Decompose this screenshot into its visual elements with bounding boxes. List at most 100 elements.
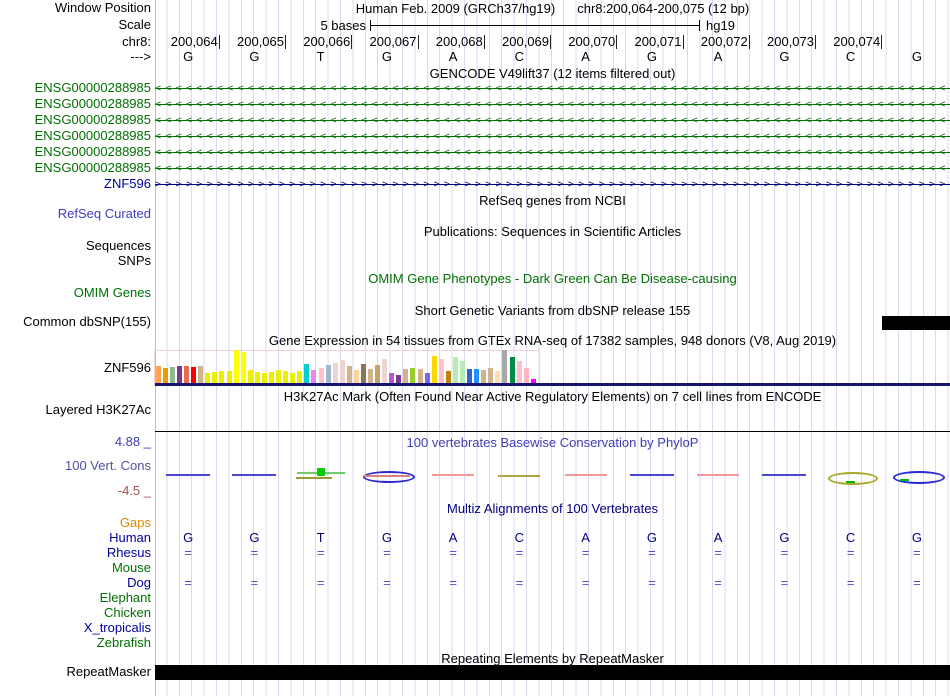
gene-direction-arrows-ensg00000288985[interactable]: <<<<<<<<<<<<<<<<<<<<<<<<<<<<<<<<<<<<<<<<… — [155, 131, 950, 142]
gtex-tissue-bar[interactable] — [495, 371, 501, 383]
gtex-tissue-bar[interactable] — [474, 369, 480, 383]
gene-strand-line-znf596[interactable] — [155, 184, 950, 185]
track-label-refseq-curated[interactable]: RefSeq Curated — [57, 206, 151, 221]
multiz-cell-rhesus: = — [515, 545, 524, 560]
gene-direction-arrows-ensg00000288985[interactable]: <<<<<<<<<<<<<<<<<<<<<<<<<<<<<<<<<<<<<<<<… — [155, 163, 950, 174]
gtex-tissue-bar[interactable] — [523, 368, 529, 383]
track-label-ensg00000288985[interactable]: ENSG00000288985 — [34, 80, 151, 95]
track-label-zebrafish[interactable]: Zebrafish — [96, 635, 151, 650]
gtex-tissue-bar[interactable] — [318, 368, 324, 383]
gtex-tissue-bar[interactable] — [205, 373, 211, 383]
gtex-tissue-bar[interactable] — [219, 371, 225, 383]
gtex-tissue-bar[interactable] — [459, 361, 465, 383]
gtex-tissue-bar[interactable] — [155, 366, 161, 383]
repeatmasker-element-bar[interactable] — [155, 665, 950, 680]
gene-direction-arrows-ensg00000288985[interactable]: <<<<<<<<<<<<<<<<<<<<<<<<<<<<<<<<<<<<<<<<… — [155, 83, 950, 94]
gtex-tissue-bar[interactable] — [389, 373, 395, 383]
gtex-tissue-bar[interactable] — [339, 360, 345, 383]
gtex-tissue-bar[interactable] — [226, 371, 232, 383]
gtex-tissue-bar[interactable] — [297, 371, 303, 383]
multiz-cell-dog: = — [250, 575, 259, 590]
gtex-tissue-bar[interactable] — [360, 364, 366, 383]
gtex-tissue-bar[interactable] — [283, 371, 289, 383]
gtex-tissue-bar[interactable] — [198, 366, 204, 383]
track-label-ensg00000288985[interactable]: ENSG00000288985 — [34, 112, 151, 127]
gene-strand-line-ensg00000288985[interactable] — [155, 104, 950, 105]
track-label-gaps[interactable]: Gaps — [119, 515, 151, 530]
gtex-tissue-bar[interactable] — [177, 366, 183, 383]
track-label-mouse[interactable]: Mouse — [111, 560, 151, 575]
gtex-tissue-bar[interactable] — [304, 364, 310, 383]
track-label-x-tropicalis[interactable]: X_tropicalis — [83, 620, 151, 635]
gtex-tissue-bar[interactable] — [162, 368, 168, 383]
track-label-chicken[interactable]: Chicken — [104, 605, 151, 620]
gtex-tissue-bar[interactable] — [169, 367, 175, 383]
gtex-tissue-bar[interactable] — [290, 373, 296, 383]
gene-strand-line-ensg00000288985[interactable] — [155, 88, 950, 89]
track-label-elephant[interactable]: Elephant — [99, 590, 151, 605]
gene-strand-line-ensg00000288985[interactable] — [155, 136, 950, 137]
gtex-tissue-bar[interactable] — [452, 357, 458, 383]
track-label-sequences[interactable]: Sequences — [85, 238, 151, 253]
track-label-repeatmasker[interactable]: RepeatMasker — [66, 664, 151, 679]
gtex-tissue-bar[interactable] — [325, 365, 331, 383]
track-label-layered-h3k27ac[interactable]: Layered H3K27Ac — [45, 402, 151, 417]
track-label-snps[interactable]: SNPs — [117, 253, 151, 268]
gtex-tissue-bar[interactable] — [445, 371, 451, 383]
track-label-znf596[interactable]: ZNF596 — [104, 360, 151, 375]
gtex-tissue-bar[interactable] — [268, 372, 274, 383]
gtex-tissue-bar[interactable] — [410, 368, 416, 383]
gtex-tissue-bar[interactable] — [191, 367, 197, 383]
gtex-tissue-bar[interactable] — [254, 372, 260, 383]
gtex-tissue-bar[interactable] — [467, 369, 473, 383]
gtex-tissue-bar[interactable] — [353, 370, 359, 383]
gtex-tissue-bar[interactable] — [332, 363, 338, 383]
gtex-tissue-bar[interactable] — [396, 375, 402, 383]
gtex-tissue-bar[interactable] — [375, 365, 381, 383]
gtex-tissue-bar[interactable] — [212, 372, 218, 383]
track-label-dog[interactable]: Dog — [127, 575, 151, 590]
gtex-tissue-bar[interactable] — [530, 379, 536, 383]
reference-base: G — [381, 49, 392, 64]
gtex-tissue-bar[interactable] — [184, 366, 190, 383]
gtex-tissue-bar[interactable] — [382, 359, 388, 383]
gtex-tissue-bar[interactable] — [417, 369, 423, 383]
gtex-tissue-bar[interactable] — [438, 359, 444, 383]
gtex-tissue-bar[interactable] — [488, 368, 494, 383]
gtex-tissue-bar[interactable] — [240, 352, 246, 383]
track-label-scale: Scale — [118, 17, 151, 32]
track-label-common-dbsnp-155[interactable]: Common dbSNP(155) — [23, 314, 151, 329]
gtex-tissue-bar[interactable] — [424, 373, 430, 383]
gene-direction-arrows-ensg00000288985[interactable]: <<<<<<<<<<<<<<<<<<<<<<<<<<<<<<<<<<<<<<<<… — [155, 99, 950, 110]
gtex-tissue-bar[interactable] — [481, 370, 487, 383]
dbsnp-variant-bar[interactable] — [882, 316, 950, 330]
track-label-znf596[interactable]: ZNF596 — [104, 176, 151, 191]
gtex-tissue-bar[interactable] — [516, 361, 522, 383]
gene-strand-line-ensg00000288985[interactable] — [155, 120, 950, 121]
gtex-tissue-bar[interactable] — [233, 350, 239, 383]
track-label-ensg00000288985[interactable]: ENSG00000288985 — [34, 160, 151, 175]
multiz-cell-human: C — [514, 530, 525, 545]
gtex-tissue-bar[interactable] — [311, 370, 317, 383]
gtex-tissue-bar[interactable] — [346, 366, 352, 383]
gtex-tissue-bar[interactable] — [247, 370, 253, 383]
gtex-tissue-bar[interactable] — [403, 369, 409, 383]
gene-strand-line-ensg00000288985[interactable] — [155, 168, 950, 169]
track-label-ensg00000288985[interactable]: ENSG00000288985 — [34, 128, 151, 143]
track-label-omim-genes[interactable]: OMIM Genes — [73, 285, 151, 300]
track-label-rhesus[interactable]: Rhesus — [106, 545, 151, 560]
gene-strand-line-ensg00000288985[interactable] — [155, 152, 950, 153]
gtex-tissue-bar[interactable] — [368, 369, 374, 383]
track-label-ensg00000288985[interactable]: ENSG00000288985 — [34, 96, 151, 111]
gene-direction-arrows-ensg00000288985[interactable]: <<<<<<<<<<<<<<<<<<<<<<<<<<<<<<<<<<<<<<<<… — [155, 115, 950, 126]
gtex-tissue-bar[interactable] — [261, 373, 267, 383]
track-label-100-vert-cons[interactable]: 100 Vert. Cons — [65, 458, 151, 473]
track-label-human[interactable]: Human — [109, 530, 151, 545]
gtex-tissue-bar[interactable] — [502, 350, 508, 383]
gtex-tissue-bar[interactable] — [431, 356, 437, 383]
gene-direction-arrows-ensg00000288985[interactable]: <<<<<<<<<<<<<<<<<<<<<<<<<<<<<<<<<<<<<<<<… — [155, 147, 950, 158]
gtex-tissue-bar[interactable] — [509, 357, 515, 383]
gtex-tissue-bar[interactable] — [276, 370, 282, 383]
track-label-ensg00000288985[interactable]: ENSG00000288985 — [34, 144, 151, 159]
gene-direction-arrows-znf596[interactable]: >>>>>>>>>>>>>>>>>>>>>>>>>>>>>>>>>>>>>>>>… — [155, 179, 950, 190]
